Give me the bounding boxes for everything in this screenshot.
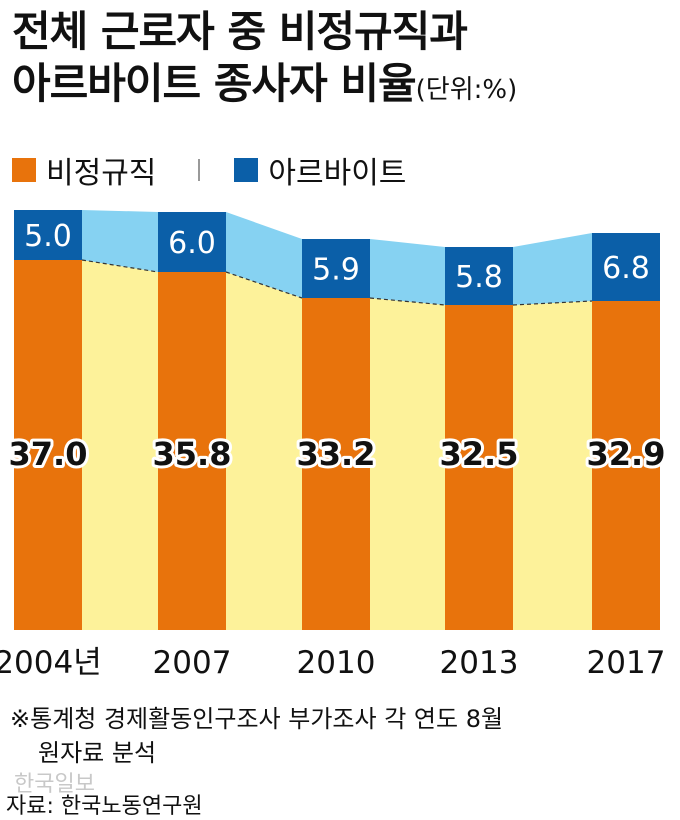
- legend: 비정규직 아르바이트: [12, 148, 406, 192]
- footnote-line-1: ※통계청 경제활동인구조사 부가조사 각 연도 8월: [10, 705, 504, 733]
- connector-line: [81, 259, 159, 273]
- legend-item-nonregular: 비정규직: [12, 148, 156, 192]
- x-tick-label: 2007: [153, 645, 232, 681]
- area-fill-nonregular: [370, 298, 445, 630]
- x-tick-label: 2010: [297, 645, 376, 681]
- x-tick-label: 2004년: [0, 645, 102, 681]
- source-note: 자료: 한국노동연구원: [6, 794, 203, 819]
- data-label-parttime: 5.8: [455, 260, 503, 295]
- area-fill-parttime: [226, 212, 302, 298]
- connector-line: [369, 297, 446, 306]
- unit-label: (단위:%): [415, 75, 518, 105]
- bar-parttime: [445, 247, 513, 305]
- legend-label-nonregular: 비정규직: [46, 156, 157, 191]
- area-fill-nonregular: [226, 272, 302, 630]
- bar-nonregular: [14, 260, 82, 630]
- title-line-1: 전체 근로자 중 비정규직과: [12, 7, 468, 56]
- data-label-parttime: 6.8: [602, 251, 650, 286]
- data-label-nonregular: 35.8: [153, 435, 232, 473]
- title-line-2-text: 아르바이트 종사자 비율: [12, 59, 417, 108]
- stacked-bar-chart: 5.0 37.0 2004년 6.0 35.8 2007 5.9 33.2 2010 5.8 32.…: [0, 210, 668, 681]
- bar-parttime: [302, 239, 370, 298]
- legend-divider: [198, 159, 201, 181]
- area-fill-parttime: [513, 233, 592, 305]
- title-line-2: 아르바이트 종사자 비율(단위:%): [12, 58, 517, 116]
- x-tick-label: 2013: [440, 645, 519, 681]
- bar-parttime: [14, 210, 82, 260]
- footnote-line-2: 원자료 분석: [38, 739, 157, 767]
- area-fill-parttime: [370, 239, 445, 305]
- legend-item-parttime: 아르바이트: [234, 148, 406, 192]
- data-label-nonregular: 32.5: [440, 435, 519, 473]
- legend-swatch-parttime: [234, 158, 259, 182]
- data-label-nonregular: 32.9: [587, 435, 666, 473]
- data-label-nonregular: 37.0: [9, 435, 88, 473]
- connector-line: [225, 271, 303, 299]
- bar-nonregular: [592, 301, 660, 630]
- legend-label-parttime: 아르바이트: [268, 156, 407, 191]
- bar-nonregular: [302, 298, 370, 630]
- bar-parttime: [592, 233, 660, 301]
- footnote: ※통계청 경제활동인구조사 부가조사 각 연도 8월 원자료 분석: [10, 702, 503, 770]
- connector-line: [512, 300, 593, 306]
- area-fill-nonregular: [82, 260, 158, 630]
- data-label-parttime: 6.0: [168, 226, 216, 261]
- x-tick-label: 2017: [587, 645, 666, 681]
- watermark: 한국일보: [14, 772, 95, 797]
- area-fill-parttime: [82, 210, 158, 272]
- area-fill-nonregular: [513, 301, 592, 630]
- data-label-parttime: 5.9: [312, 253, 360, 288]
- bar-parttime: [158, 212, 226, 272]
- data-label-nonregular: 33.2: [297, 435, 376, 473]
- legend-swatch-nonregular: [12, 158, 36, 182]
- bar-nonregular: [445, 305, 513, 630]
- chart-title: 전체 근로자 중 비정규직과 아르바이트 종사자 비율(단위:%): [12, 6, 517, 116]
- data-label-parttime: 5.0: [24, 219, 72, 254]
- bar-nonregular: [158, 272, 226, 630]
